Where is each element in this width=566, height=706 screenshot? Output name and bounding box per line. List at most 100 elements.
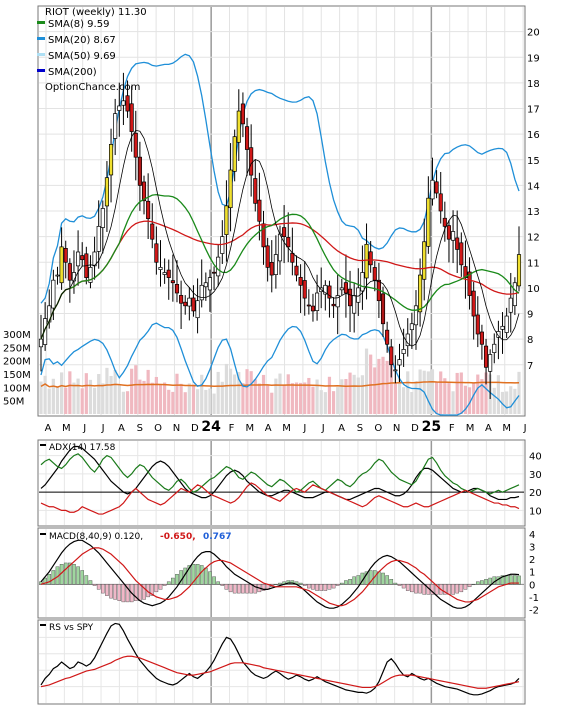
- volume-bar: [216, 371, 220, 414]
- candle-body: [438, 193, 443, 212]
- macd-label: MACD(8,40,9) 0.120,: [49, 532, 143, 542]
- rs-average-line: [40, 655, 520, 689]
- volume-bar: [154, 376, 158, 414]
- candle-body: [348, 288, 353, 307]
- volume-bar: [43, 375, 47, 414]
- candle-body: [343, 282, 348, 294]
- price-y-tick: 15: [527, 156, 540, 167]
- volume-bar: [158, 384, 163, 414]
- volume-bar: [261, 374, 266, 414]
- macd-histogram-bar: [311, 584, 315, 590]
- volume-bar: [439, 371, 443, 414]
- x-axis-label: F: [449, 423, 455, 434]
- volume-bar: [319, 390, 323, 414]
- x-axis-label: M: [246, 423, 255, 434]
- macd-histogram-bar: [158, 584, 163, 590]
- volume-bar: [282, 384, 286, 414]
- candles-layer: [38, 72, 522, 400]
- candle-body: [191, 297, 196, 312]
- candle-body: [183, 301, 188, 307]
- candle-body: [51, 279, 56, 309]
- rs-panel: [37, 619, 526, 705]
- volume-bar: [167, 389, 171, 414]
- macd-histogram-bar: [364, 571, 369, 585]
- macd-histogram-bar: [175, 574, 179, 585]
- macd-histogram-bar: [63, 562, 68, 585]
- candle-body: [352, 295, 357, 314]
- macd-line: [40, 539, 520, 609]
- macd-histogram-bar: [356, 575, 361, 585]
- macd-histogram-bar: [138, 584, 142, 601]
- candle-body: [96, 226, 101, 252]
- volume-bar: [381, 356, 385, 414]
- macd-value-blue: 0.767: [203, 532, 231, 542]
- candle-body: [104, 177, 109, 207]
- bollinger-lower: [40, 322, 520, 416]
- macd-histogram-bar: [171, 577, 175, 585]
- candle-body: [207, 277, 212, 291]
- volume-bar: [509, 386, 513, 414]
- candle-body: [282, 227, 287, 237]
- candle-body: [360, 272, 365, 292]
- macd-histogram-bar: [117, 584, 122, 601]
- volume-bar: [195, 389, 200, 414]
- candle-body: [269, 262, 274, 276]
- macd-histogram-bar: [393, 582, 398, 585]
- volume-bar: [294, 382, 299, 414]
- candle-body: [422, 241, 427, 280]
- macd-histogram-bar: [315, 584, 319, 591]
- macd-histogram-bar: [47, 574, 52, 585]
- candle-body: [310, 305, 316, 312]
- macd-histogram-bar: [344, 580, 348, 585]
- macd-histogram-bar: [101, 584, 105, 594]
- volume-bar: [455, 372, 459, 414]
- candle-body: [339, 287, 344, 291]
- candle-body: [413, 305, 419, 326]
- macd-histogram-bar: [133, 584, 138, 601]
- adx-label-marker: [40, 444, 46, 446]
- price-y-tick: 10: [527, 284, 540, 295]
- candle-body: [290, 252, 295, 263]
- x-axis-label: A: [485, 423, 492, 434]
- volume-bar: [88, 379, 93, 414]
- candle-body: [492, 343, 497, 353]
- macd-histogram-bar: [513, 575, 517, 585]
- x-axis-label: J: [82, 423, 86, 434]
- volume-bar: [484, 372, 488, 414]
- macd-histogram-bar: [43, 577, 47, 585]
- volume-bar: [418, 369, 422, 414]
- macd-histogram-bar: [451, 584, 455, 595]
- volume-bar: [163, 382, 167, 414]
- volume-bar: [134, 365, 138, 414]
- volume-y-tick: 150M: [3, 370, 31, 381]
- axis-labels-layer: 2019181716151413121110987300M250M200M150…: [3, 28, 542, 617]
- candle-body: [335, 295, 340, 308]
- volume-bar: [463, 385, 468, 414]
- candle-body: [298, 276, 303, 286]
- candle-body: [323, 284, 328, 295]
- macd-histogram-bar: [447, 584, 451, 595]
- volume-bar: [286, 374, 290, 414]
- macd-histogram-bar: [92, 584, 97, 586]
- candle-body: [508, 297, 513, 313]
- volume-bar: [500, 391, 505, 414]
- candle-body: [294, 265, 299, 276]
- volume-bar: [472, 383, 476, 414]
- volume-bar: [373, 367, 377, 414]
- macd-histogram-bar: [504, 575, 509, 585]
- x-axis-label: M: [502, 423, 511, 434]
- volume-bar: [241, 383, 245, 414]
- candle-body: [249, 147, 254, 176]
- volume-y-tick: 250M: [3, 343, 31, 354]
- bollinger-upper: [40, 53, 520, 304]
- volume-bar: [331, 391, 336, 414]
- volume-bar: [505, 391, 509, 414]
- rs-label: RS vs SPY: [49, 623, 94, 633]
- volume-bar: [212, 393, 216, 414]
- candle-body: [488, 354, 493, 372]
- candle-body: [38, 338, 44, 348]
- candle-body: [315, 292, 320, 311]
- macd-histogram-bar: [463, 584, 468, 590]
- volume-bar: [402, 387, 406, 414]
